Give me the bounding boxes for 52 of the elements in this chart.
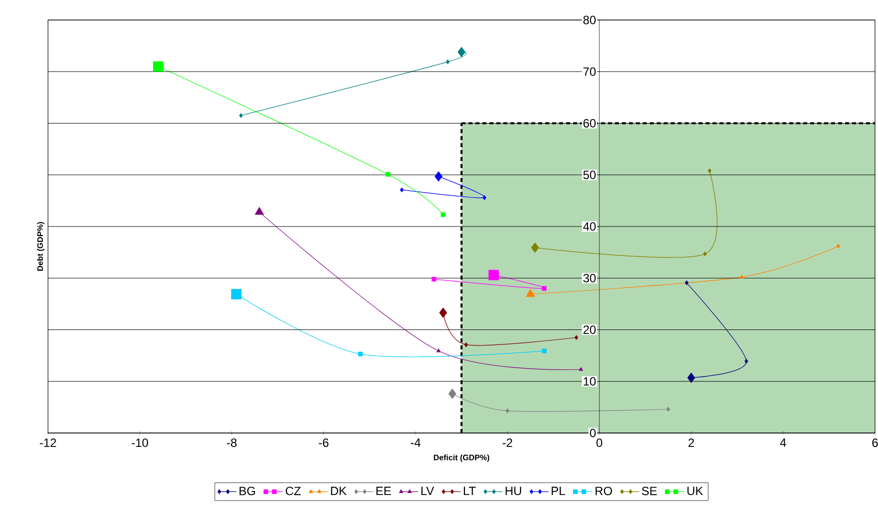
legend-label: SE [642,486,657,496]
point [708,168,712,174]
point [542,286,546,291]
point [578,367,583,371]
y-tick-label: 60 [583,119,596,128]
y-tick-label: 10 [584,377,596,386]
legend-label: LV [421,486,434,496]
x-tick-label: 2 [688,438,694,447]
y-tick-label: 80 [583,16,596,24]
legend-label: BG [240,486,256,496]
x-tick-label: 6 [872,438,878,447]
x-tick-label: -2 [502,438,512,447]
point [684,280,688,286]
point [239,113,243,118]
point [386,172,390,177]
point [506,408,510,414]
y-tick-label: 20 [583,326,596,334]
x-tick-label: -4 [410,438,421,447]
point [482,195,486,200]
point [446,60,450,64]
y-tick-label: 70 [583,67,596,76]
legend-label: DK [331,486,347,496]
point [358,352,363,356]
legend-label: LT [464,486,476,496]
legend-label: PL [552,486,565,496]
legend-label: UK [687,486,704,496]
legend-label: RO [596,486,612,496]
legend-label: HU [506,486,522,496]
point [432,276,436,282]
point [436,348,441,352]
x-tick-label: -12 [40,438,56,447]
x-tick-label: 4 [780,438,786,447]
point [836,244,840,248]
legend-label: CZ [286,486,301,496]
x-tick-label: -10 [132,438,148,447]
x-tick-label: 0 [596,438,602,447]
point [464,342,468,348]
x-tick-label: -6 [318,438,328,447]
y-tick-label: 30 [583,274,596,282]
x-tick-label: -8 [226,438,237,447]
point [666,406,670,412]
point [542,348,546,354]
point [740,274,744,278]
y-tick-label: 40 [583,222,596,231]
point [440,212,446,217]
y-tick-label: 50 [583,170,596,180]
legend-label: EE [376,486,391,496]
point [400,188,404,192]
point [574,335,578,340]
point [744,358,748,364]
point [703,252,707,256]
y-tick-label: 0 [590,428,596,438]
